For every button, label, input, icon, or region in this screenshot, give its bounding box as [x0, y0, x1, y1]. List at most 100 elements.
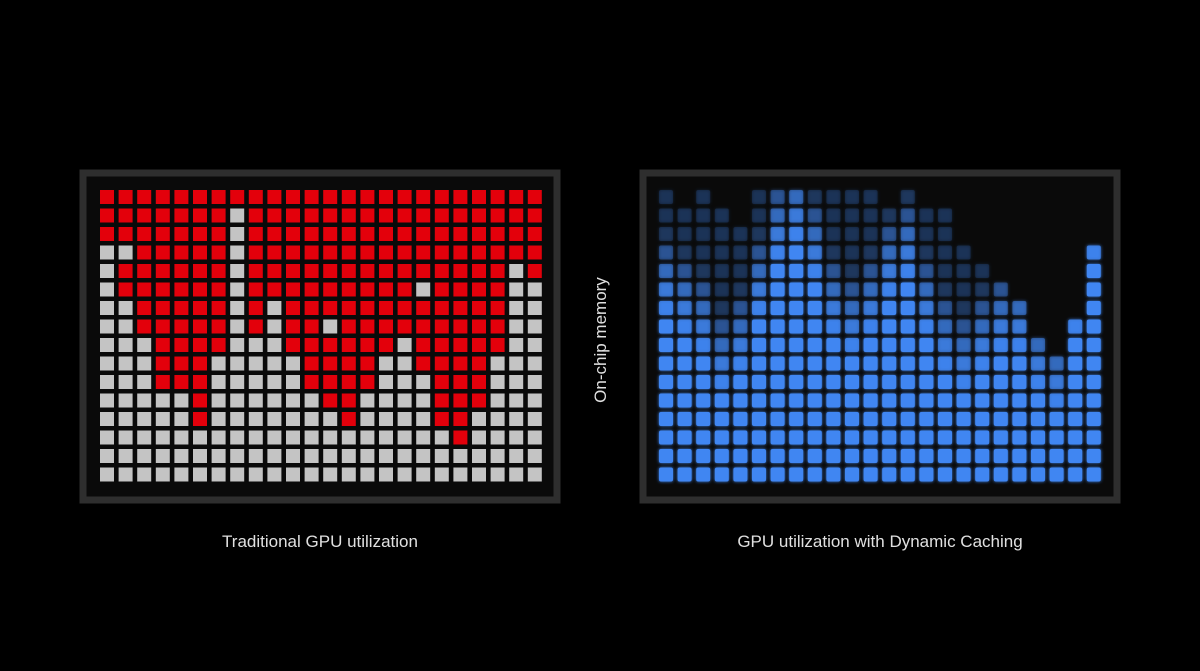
memory-cell [863, 301, 878, 315]
memory-cell [193, 430, 207, 445]
memory-cell [100, 245, 114, 260]
memory-cell [1068, 393, 1083, 408]
memory-cell [527, 393, 542, 408]
memory-cell [174, 449, 189, 463]
memory-cell [304, 430, 319, 445]
memory-cell [956, 282, 971, 297]
memory-cell [211, 319, 226, 334]
memory-cell [789, 282, 804, 297]
memory-cell [193, 338, 207, 352]
memory-cell [527, 319, 542, 334]
memory-cell [434, 393, 449, 408]
memory-cell [826, 282, 841, 297]
memory-cell [696, 467, 711, 482]
memory-cell [845, 356, 859, 371]
memory-cell [527, 190, 542, 204]
memory-cell [472, 393, 486, 408]
memory-cell [659, 227, 673, 241]
memory-cell [286, 245, 300, 260]
memory-cell [1086, 412, 1101, 426]
memory-cell [360, 282, 375, 297]
memory-cell [397, 338, 412, 352]
memory-cell [230, 190, 245, 204]
memory-cell [155, 375, 170, 389]
memory-cell [659, 264, 673, 278]
memory-cell [509, 245, 524, 260]
memory-cell [137, 264, 152, 278]
memory-cell [248, 282, 263, 297]
memory-cell [416, 319, 431, 334]
memory-cell [882, 264, 897, 278]
memory-cell [137, 449, 152, 463]
memory-cell [248, 245, 263, 260]
memory-cell [1031, 430, 1045, 445]
memory-cell [211, 449, 226, 463]
memory-cell [863, 375, 878, 389]
memory-cell [1086, 375, 1101, 389]
memory-cell [826, 338, 841, 352]
memory-cell [752, 190, 766, 204]
memory-cell [211, 375, 226, 389]
memory-cell [379, 467, 393, 482]
memory-cell [323, 467, 338, 482]
memory-cell [1086, 319, 1101, 334]
memory-cell [975, 319, 990, 334]
memory-cell [397, 245, 412, 260]
memory-cell [118, 319, 133, 334]
memory-cell [453, 467, 468, 482]
memory-cell [975, 430, 990, 445]
memory-cell [1012, 301, 1027, 315]
memory-cell [733, 338, 748, 352]
memory-cell [490, 227, 505, 241]
memory-cell [155, 245, 170, 260]
memory-cell [341, 245, 356, 260]
memory-cell [137, 319, 152, 334]
memory-cell [1012, 356, 1027, 371]
memory-cell [1068, 356, 1083, 371]
memory-cell [826, 356, 841, 371]
memory-cell [155, 412, 170, 426]
dynamic-grid [659, 190, 1101, 482]
memory-cell [397, 430, 412, 445]
memory-cell [248, 356, 263, 371]
memory-cell [323, 227, 338, 241]
memory-cell [770, 338, 785, 352]
memory-cell [230, 375, 245, 389]
memory-cell [304, 467, 319, 482]
memory-cell [807, 356, 822, 371]
memory-cell [341, 208, 356, 223]
memory-cell [789, 227, 804, 241]
memory-cell [397, 227, 412, 241]
memory-cell [900, 375, 915, 389]
memory-cell [938, 227, 952, 241]
memory-cell [155, 301, 170, 315]
memory-cell [527, 338, 542, 352]
memory-cell [416, 412, 431, 426]
memory-cell [379, 190, 393, 204]
memory-cell [248, 412, 263, 426]
memory-cell [752, 449, 766, 463]
memory-cell [248, 430, 263, 445]
memory-cell [807, 208, 822, 223]
memory-cell [789, 467, 804, 482]
memory-cell [509, 467, 524, 482]
memory-cell [1031, 356, 1045, 371]
memory-cell [807, 412, 822, 426]
memory-cell [1068, 319, 1083, 334]
memory-cell [248, 449, 263, 463]
memory-cell [677, 356, 692, 371]
memory-cell [1031, 449, 1045, 463]
memory-cell [714, 301, 729, 315]
memory-cell [155, 190, 170, 204]
memory-cell [174, 467, 189, 482]
memory-cell [527, 412, 542, 426]
memory-cell [1086, 301, 1101, 315]
memory-cell [490, 375, 505, 389]
memory-cell [659, 412, 673, 426]
memory-cell [733, 319, 748, 334]
memory-cell [659, 319, 673, 334]
memory-cell [919, 282, 934, 297]
memory-cell [677, 375, 692, 389]
memory-cell [248, 467, 263, 482]
memory-cell [1012, 449, 1027, 463]
